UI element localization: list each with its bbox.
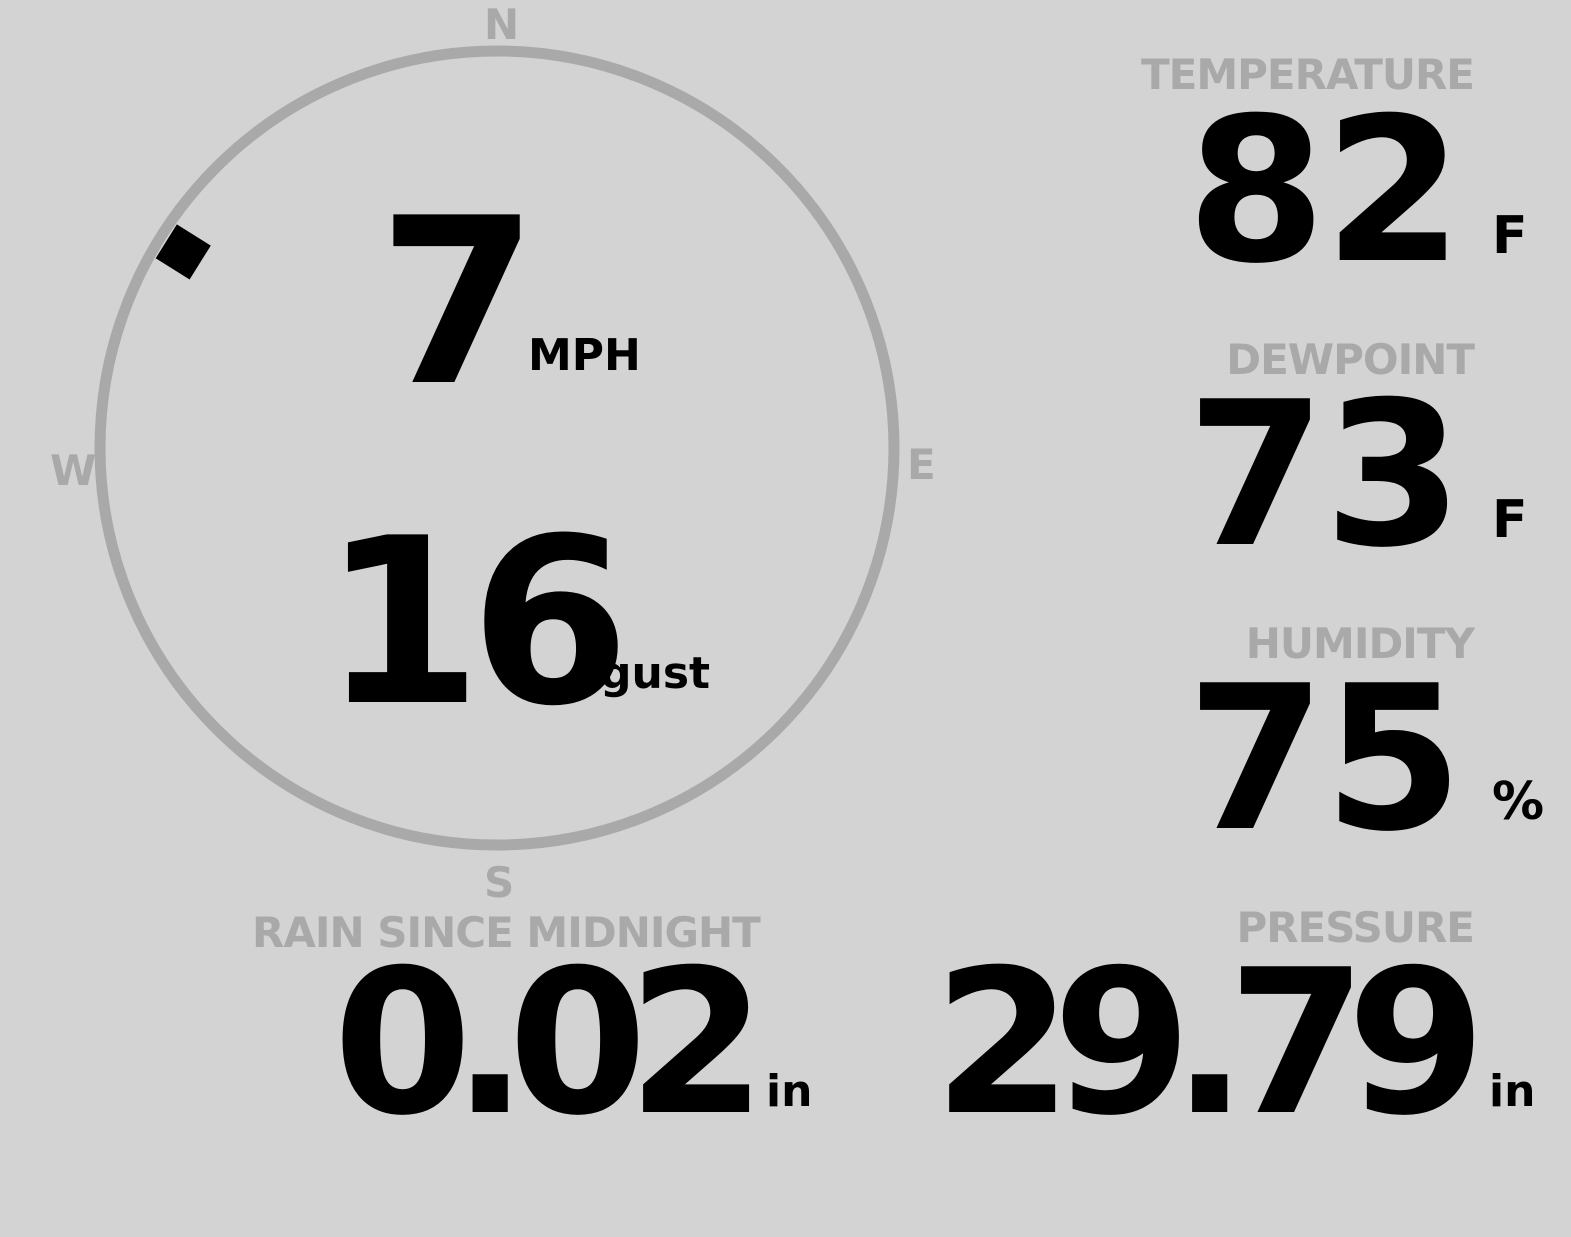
pressure-unit: in	[1489, 1066, 1536, 1117]
compass-ring	[94, 45, 900, 851]
humidity-label: HUMIDITY	[1245, 619, 1475, 668]
temperature-value: 82	[1186, 75, 1463, 308]
compass-north-label: N	[484, 0, 520, 49]
temperature-label: TEMPERATURE	[1141, 50, 1475, 99]
dewpoint-unit: F	[1492, 490, 1528, 550]
humidity-unit: %	[1492, 772, 1545, 832]
dewpoint-value: 73	[1186, 359, 1463, 592]
pressure-label: PRESSURE	[1236, 903, 1475, 952]
wind-direction-marker	[155, 224, 211, 280]
compass-west-label: W	[50, 446, 97, 495]
compass-east-label: E	[907, 440, 936, 489]
rain-label: RAIN SINCE MIDNIGHT	[252, 908, 761, 957]
wind-speed-value: 7	[378, 170, 538, 437]
wind-gust-value: 16	[322, 490, 630, 757]
rain-unit: in	[766, 1066, 813, 1117]
pressure-value: 29.79	[933, 927, 1486, 1160]
compass-south-label: S	[484, 858, 515, 907]
humidity-value: 75	[1186, 643, 1463, 876]
wind-speed-unit: MPH	[528, 330, 641, 381]
temperature-unit: F	[1492, 206, 1528, 266]
dewpoint-label: DEWPOINT	[1226, 335, 1475, 384]
wind-gust-label: gust	[600, 648, 711, 699]
rain-value: 0.02	[333, 927, 766, 1160]
